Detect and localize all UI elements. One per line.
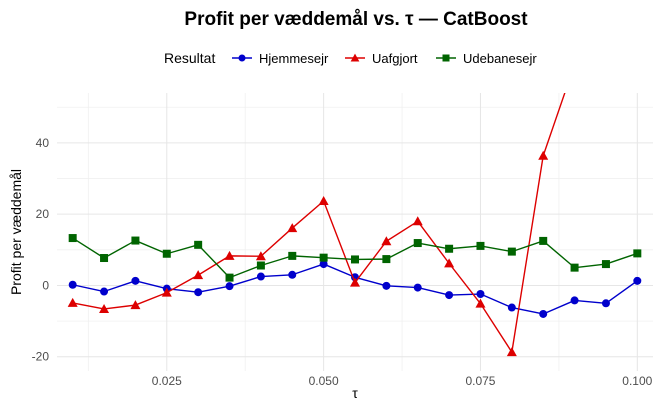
data-point-udebanesejr <box>68 234 77 243</box>
y-tick-label: 0 <box>42 278 49 292</box>
legend-label-hjemmesejr: Hjemmesejr <box>259 51 329 66</box>
data-point-hjemmesejr <box>476 290 485 299</box>
data-point-hjemmesejr <box>507 303 516 312</box>
data-point-hjemmesejr <box>382 281 391 290</box>
data-point-udebanesejr <box>256 261 265 270</box>
data-point-uafgjort <box>224 250 235 260</box>
grid <box>57 93 653 371</box>
data-point-hjemmesejr <box>68 280 77 289</box>
data-point-udebanesejr <box>382 255 391 264</box>
data-point-hjemmesejr <box>539 309 548 318</box>
x-tick-label: 0.050 <box>309 374 339 388</box>
data-point-uafgjort <box>475 298 486 308</box>
data-point-uafgjort <box>538 150 549 160</box>
data-point-uafgjort <box>130 300 141 310</box>
x-tick-label: 0.100 <box>622 374 652 388</box>
data-point-hjemmesejr <box>319 260 328 269</box>
y-axis-title: Profit per væddemål <box>8 169 24 295</box>
data-point-udebanesejr <box>476 241 485 250</box>
data-point-uafgjort <box>287 223 298 233</box>
legend-item-hjemmesejr: Hjemmesejr <box>232 51 329 66</box>
series-udebanesejr <box>68 234 642 282</box>
y-tick-label: 40 <box>36 136 50 150</box>
plot-area <box>67 59 642 357</box>
data-point-uafgjort <box>318 195 329 205</box>
data-point-udebanesejr <box>225 273 234 282</box>
data-point-uafgjort <box>193 270 204 280</box>
data-point-uafgjort <box>67 297 78 307</box>
legend-marker-hjemmesejr <box>238 54 246 62</box>
data-point-udebanesejr <box>194 240 203 249</box>
series-line-hjemmesejr <box>72 263 638 315</box>
data-point-uafgjort <box>506 347 517 357</box>
data-point-hjemmesejr <box>445 291 454 300</box>
data-point-uafgjort <box>570 59 580 68</box>
data-point-hjemmesejr <box>131 276 140 285</box>
data-point-hjemmesejr <box>601 299 610 308</box>
data-point-uafgjort <box>412 216 423 226</box>
data-point-hjemmesejr <box>570 296 579 305</box>
legend-marker-uafgjort <box>350 53 360 62</box>
data-point-udebanesejr <box>131 236 140 245</box>
x-axis-title: τ <box>352 385 358 401</box>
chart-title: Profit per væddemål vs. τ — CatBoost <box>184 9 528 30</box>
data-point-udebanesejr <box>351 255 359 264</box>
data-point-hjemmesejr <box>256 272 265 281</box>
x-axis-ticks: 0.025 0.050 0.075 0.100 <box>152 374 653 388</box>
legend-marker-udebanesejr <box>442 54 450 62</box>
data-point-uafgjort <box>350 277 360 287</box>
legend-label-udebanesejr: Udebanesejr <box>463 51 537 66</box>
series-hjemmesejr <box>68 260 642 318</box>
data-point-uafgjort <box>161 287 172 297</box>
data-point-udebanesejr <box>601 260 610 269</box>
x-tick-label: 0.075 <box>465 374 495 388</box>
data-point-uafgjort <box>255 251 266 261</box>
data-point-udebanesejr <box>570 263 579 272</box>
data-point-hjemmesejr <box>413 283 422 292</box>
data-point-uafgjort <box>444 258 455 268</box>
data-point-udebanesejr <box>319 253 328 262</box>
y-tick-label: 20 <box>36 207 50 221</box>
legend-label-uafgjort: Uafgjort <box>372 51 418 66</box>
data-point-udebanesejr <box>507 247 516 256</box>
data-point-udebanesejr <box>413 239 422 248</box>
data-point-udebanesejr <box>162 249 171 258</box>
data-point-udebanesejr <box>445 244 454 253</box>
x-tick-label: 0.025 <box>152 374 182 388</box>
data-point-uafgjort <box>99 303 110 313</box>
data-point-hjemmesejr <box>633 276 642 285</box>
data-point-udebanesejr <box>633 249 642 258</box>
series-uafgjort <box>67 59 580 357</box>
data-point-hjemmesejr <box>288 270 297 279</box>
data-point-uafgjort <box>381 236 392 246</box>
legend-title: Resultat <box>164 50 215 66</box>
data-point-hjemmesejr <box>100 287 109 296</box>
y-tick-label: -20 <box>32 350 50 364</box>
legend-item-uafgjort: Uafgjort <box>345 51 418 66</box>
data-point-hjemmesejr <box>225 282 234 291</box>
y-axis-ticks: -20 0 20 40 <box>32 136 50 364</box>
data-point-hjemmesejr <box>194 288 203 297</box>
legend-item-udebanesejr: Udebanesejr <box>436 51 537 66</box>
data-point-udebanesejr <box>288 251 297 260</box>
data-point-udebanesejr <box>100 254 109 263</box>
data-point-udebanesejr <box>539 236 548 245</box>
legend: Resultat Hjemmesejr Uafgjort Udebanesejr <box>164 50 537 66</box>
